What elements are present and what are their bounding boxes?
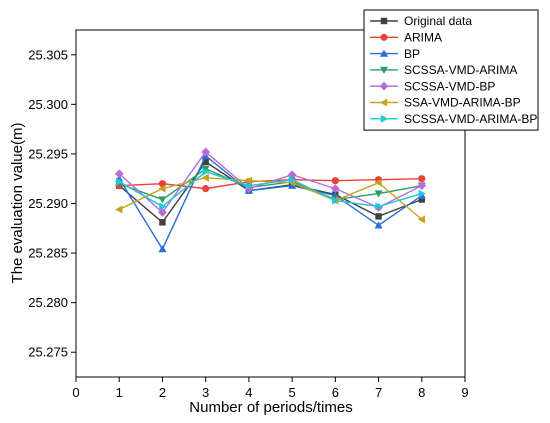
series-layer xyxy=(114,147,427,253)
y-tick-label: 25.275 xyxy=(28,345,68,360)
legend-label: SCSSA-VMD-ARIMA xyxy=(404,63,517,77)
data-point xyxy=(330,184,340,194)
data-point xyxy=(417,215,425,224)
y-tick-label: 25.295 xyxy=(28,146,68,161)
data-point xyxy=(375,213,382,220)
legend-swatch-marker xyxy=(380,98,388,107)
legend-item: SCSSA-VMD-ARIMA-BP xyxy=(370,112,537,126)
series-line xyxy=(118,170,422,208)
data-point xyxy=(159,202,167,211)
data-point xyxy=(331,177,339,185)
data-point xyxy=(418,189,426,198)
legend-label: SCSSA-VMD-ARIMA-BP xyxy=(404,112,537,126)
data-point xyxy=(244,176,253,185)
data-point xyxy=(418,196,425,203)
x-tick-label: 1 xyxy=(116,385,123,400)
legend-item: SCSSA-VMD-BP xyxy=(370,79,495,93)
x-axis: 0 1 2 3 4 5 6 7 8 9 xyxy=(72,377,469,400)
legend-label: SSA-VMD-ARIMA-BP xyxy=(404,96,521,110)
data-point xyxy=(201,147,211,157)
data-point xyxy=(374,221,383,229)
legend-item: SCSSA-VMD-ARIMA xyxy=(370,63,517,77)
legend-label: Original data xyxy=(404,14,472,28)
data-point xyxy=(158,196,167,204)
legend-swatch-marker xyxy=(380,49,388,57)
legend-item: Original data xyxy=(370,14,472,28)
data-point xyxy=(158,245,167,253)
data-point xyxy=(201,173,209,182)
legend-item: BP xyxy=(370,47,420,61)
data-point xyxy=(374,190,383,198)
data-point xyxy=(202,158,209,166)
legend-item: ARIMA xyxy=(370,31,442,45)
x-tick-label: 4 xyxy=(245,385,252,400)
legend-swatch-marker xyxy=(380,66,388,74)
series-line xyxy=(119,178,422,190)
y-tick-label: 25.300 xyxy=(28,97,68,112)
x-tick-label: 7 xyxy=(375,385,382,400)
legend-label: BP xyxy=(404,47,420,61)
data-point xyxy=(375,202,383,211)
y-tick-label: 25.280 xyxy=(28,295,68,310)
data-point xyxy=(115,205,123,214)
x-tick-label: 2 xyxy=(159,385,166,400)
legend-swatch-marker xyxy=(380,33,388,41)
legend: Original data ARIMA BP SCSSA-VMD-ARIMA SCSSA… xyxy=(363,9,539,131)
series-line xyxy=(118,154,423,251)
data-point xyxy=(418,175,426,183)
y-tick-label: 25.305 xyxy=(28,47,68,62)
x-tick-label: 9 xyxy=(461,385,468,400)
data-point xyxy=(158,184,166,193)
y-tick-label: 25.290 xyxy=(28,196,68,211)
y-axis: 25.275 25.280 25.285 25.290 25.295 25.300 25.3… xyxy=(28,47,76,360)
y-axis-label: The evaluation value(m) xyxy=(9,123,26,284)
data-point xyxy=(159,219,166,226)
data-point xyxy=(288,175,297,184)
data-point xyxy=(201,165,210,173)
data-point xyxy=(202,185,210,193)
data-point xyxy=(158,208,167,217)
x-tick-label: 8 xyxy=(418,385,425,400)
x-tick-label: 6 xyxy=(332,385,339,400)
series-scssa-vmd-arima-bp xyxy=(116,167,426,211)
legend-swatch-marker xyxy=(380,114,388,123)
legend-item: SSA-VMD-ARIMA-BP xyxy=(370,96,521,110)
data-point xyxy=(202,167,210,176)
legend-swatch-marker xyxy=(379,81,389,91)
series-ssa-vmd-arima-bp xyxy=(115,173,425,224)
legend-label: ARIMA xyxy=(404,31,442,45)
series-line xyxy=(118,177,423,220)
legend-label: SCSSA-VMD-BP xyxy=(404,79,495,93)
series-line xyxy=(118,168,422,201)
x-tick-label: 3 xyxy=(202,385,209,400)
data-point xyxy=(417,181,427,191)
x-tick-label: 5 xyxy=(288,385,295,400)
data-point xyxy=(332,196,340,205)
x-axis-label: Number of periods/times xyxy=(189,399,352,416)
data-point xyxy=(116,177,124,186)
data-point xyxy=(245,181,253,190)
data-point xyxy=(114,169,124,179)
y-tick-label: 25.285 xyxy=(28,246,68,261)
legend-swatch-marker xyxy=(380,17,388,25)
x-tick-label: 0 xyxy=(72,385,79,400)
data-point xyxy=(374,178,382,187)
